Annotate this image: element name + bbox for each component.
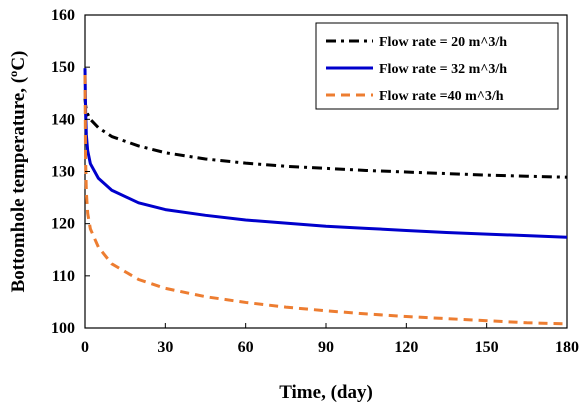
x-tick-label: 30 xyxy=(157,339,173,356)
y-tick-label: 120 xyxy=(51,216,75,233)
x-tick-label: 90 xyxy=(318,339,334,356)
series-line-2 xyxy=(83,68,568,239)
x-tick-label: 150 xyxy=(475,339,499,356)
y-tick-label: 150 xyxy=(51,59,75,76)
x-tick-label: 180 xyxy=(555,339,579,356)
series-layer xyxy=(83,68,568,326)
tick-layer: 0 30 60 90 120 150 180 100 110 120 130 140 150 160 xyxy=(51,7,579,356)
y-axis-title: Bottomhole temperature, (ºC) xyxy=(8,51,29,293)
y-tick-label: 130 xyxy=(51,164,75,181)
x-tick-label: 60 xyxy=(238,339,254,356)
x-tick-label: 120 xyxy=(394,339,418,356)
y-tick-label: 160 xyxy=(51,7,75,24)
legend-label-3: Flow rate =40 m^3/h xyxy=(379,89,504,104)
legend: Flow rate = 20 m^3/h Flow rate = 32 m^3/h… xyxy=(315,22,559,110)
series-line-3 xyxy=(83,74,568,326)
x-tick-label: 0 xyxy=(81,339,89,356)
series-line-1 xyxy=(83,98,568,179)
x-axis-title: Time, (day) xyxy=(279,382,373,403)
legend-label-1: Flow rate = 20 m^3/h xyxy=(379,35,507,50)
y-tick-label: 100 xyxy=(51,320,75,337)
y-tick-label: 110 xyxy=(52,268,75,285)
legend-label-2: Flow rate = 32 m^3/h xyxy=(379,62,507,77)
y-tick-label: 140 xyxy=(51,111,75,128)
